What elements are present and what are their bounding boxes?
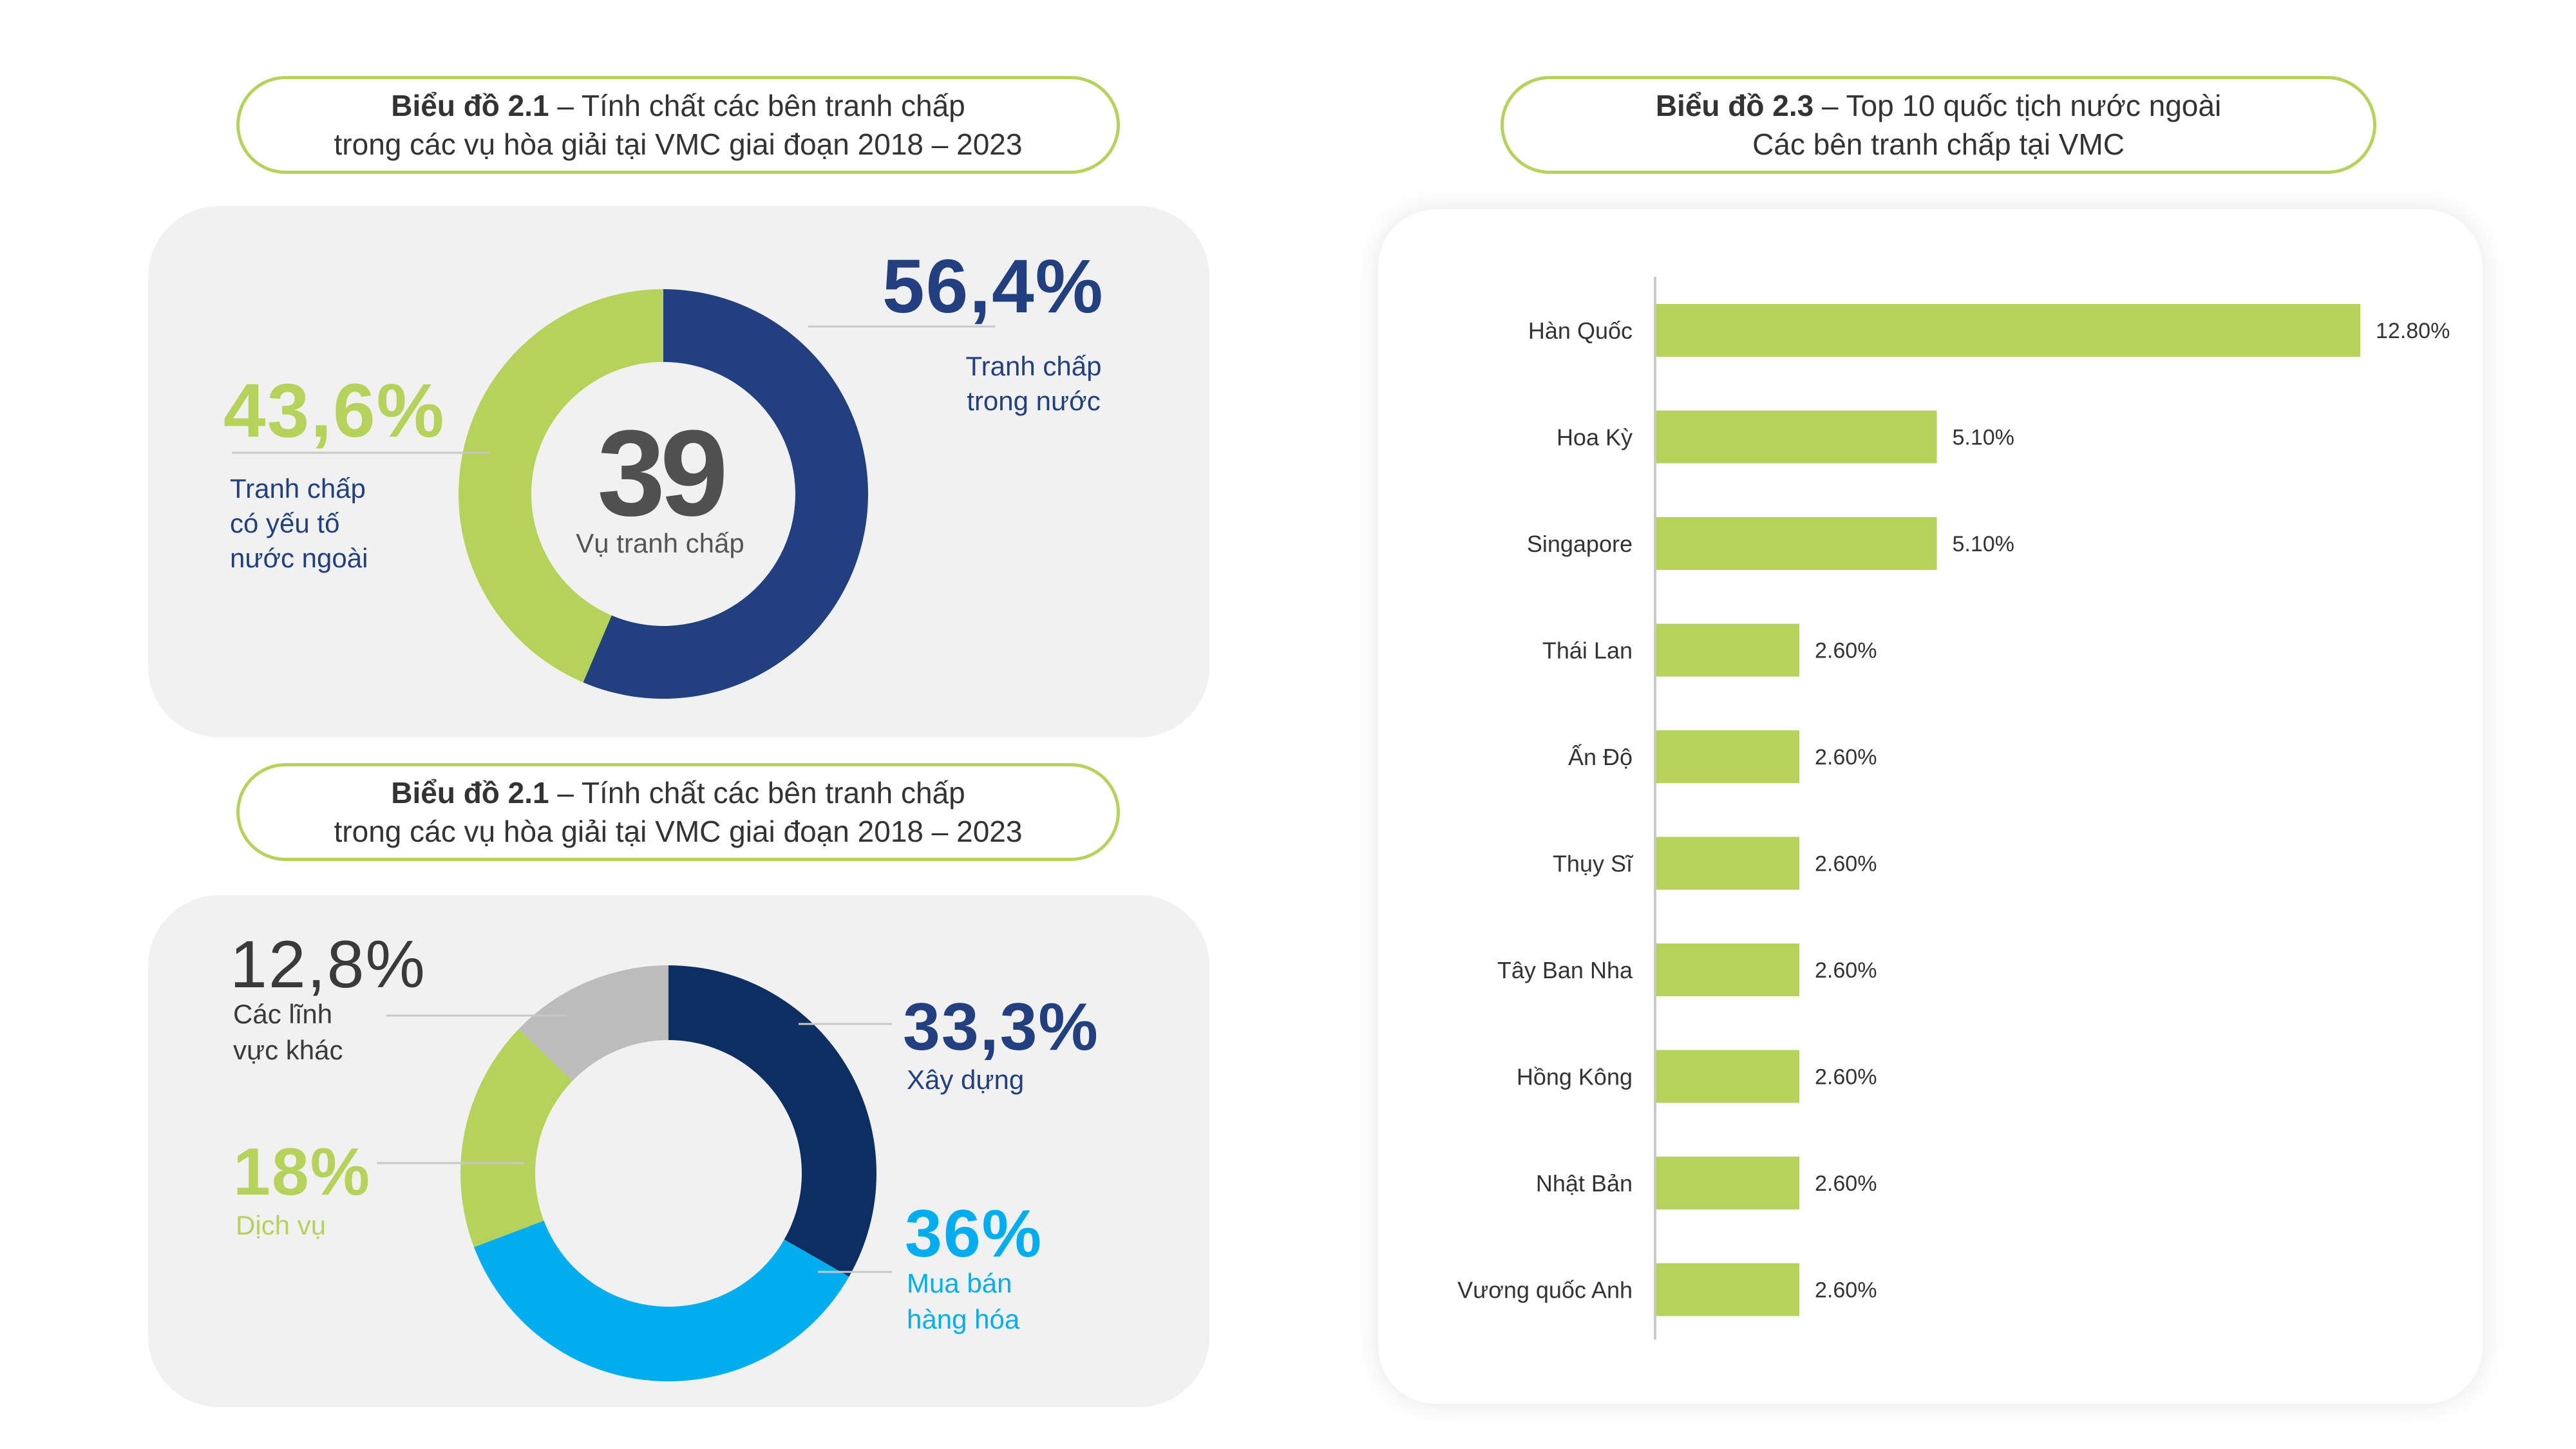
chart3-value-label-thai-lan: 2.60% — [1815, 639, 1877, 663]
chart2-donut — [377, 965, 892, 1381]
chart1-foreign-label-3: nước ngoài — [230, 543, 368, 573]
chart3-bar-han-quoc — [1656, 304, 2360, 357]
chart3-bar-an-do — [1656, 730, 1800, 783]
chart3-category-label-nhat-ban: Nhật Bản — [1536, 1170, 1633, 1197]
chart2-construction-pct: 33,3% — [903, 990, 1099, 1065]
chart2-other-pct: 12,8% — [230, 927, 426, 1002]
chart1-title-bold: Biểu đồ 2.1 — [391, 89, 549, 122]
chart3-title-bold: Biểu đồ 2.3 — [1655, 89, 1814, 122]
chart1-center-value: 39 — [597, 405, 728, 542]
chart3-category-label-vuong-quoc-anh: Vương quốc Anh — [1457, 1277, 1633, 1303]
chart2-other-label-1: Các lĩnh — [233, 999, 333, 1029]
chart2-trade-label-2: hàng hóa — [907, 1304, 1020, 1334]
chart3-bar-singapore — [1656, 517, 1937, 570]
chart3-category-label-thai-lan: Thái Lan — [1542, 638, 1633, 664]
chart1-foreign-label-1: Tranh chấp — [230, 473, 366, 504]
chart2-service-label: Dịch vụ — [236, 1210, 327, 1240]
chart3-value-label-hoa-ky: 5.10% — [1952, 426, 2014, 450]
chart2-slice-dich-vu — [460, 1028, 573, 1247]
chart3-title-line2: Các bên tranh chấp tại VMC — [1752, 128, 2125, 161]
chart3-bar-chart: Hàn Quốc 12.80% Hoa Kỳ 5.10% Singapore 5.10% T… — [1457, 277, 2450, 1340]
chart3-value-label-hong-kong: 2.60% — [1815, 1065, 1877, 1090]
chart1-domestic-label-2: trong nước — [967, 386, 1101, 416]
chart3-bar-thuy-si — [1656, 837, 1800, 890]
chart2-construction-label: Xây dựng — [907, 1065, 1025, 1095]
chart1-foreign-label-2: có yếu tố — [230, 508, 340, 538]
chart3-panel — [1378, 209, 2483, 1404]
chart3-value-label-vuong-quoc-anh: 2.60% — [1815, 1278, 1877, 1303]
chart3-title-rest: – Top 10 quốc tịch nước ngoài — [1814, 89, 2222, 122]
chart1-slice-tranh-chap-co-yeu-to-nuoc-ngoai — [459, 289, 663, 683]
chart1-domestic-pct: 56,4% — [882, 244, 1104, 329]
chart2-trade-label-1: Mua bán — [907, 1268, 1012, 1298]
chart1-center-label: Vụ tranh chấp — [576, 528, 744, 558]
chart2-title-rest: – Tính chất các bên tranh chấp — [549, 776, 965, 810]
chart3-category-label-hoa-ky: Hoa Kỳ — [1557, 424, 1633, 451]
chart1-donut — [232, 289, 995, 699]
chart2-trade-pct: 36% — [905, 1197, 1043, 1271]
chart1-title-rest: – Tính chất các bên tranh chấp — [549, 89, 965, 122]
chart2-slice-mua-ban-hang-hoa — [473, 1220, 849, 1381]
chart3-title: Biểu đồ 2.3 – Top 10 quốc tịch nước ngoà… — [1501, 76, 2376, 174]
chart3-value-label-tay-ban-nha: 2.60% — [1815, 958, 1877, 983]
chart1-domestic-label-1: Tranh chấp — [965, 351, 1102, 381]
chart3-category-label-tay-ban-nha: Tây Ban Nha — [1497, 957, 1633, 983]
chart3-bar-nhat-ban — [1656, 1157, 1800, 1209]
chart3-category-label-hong-kong: Hồng Kông — [1517, 1064, 1633, 1090]
chart3-bar-hoa-ky — [1656, 410, 1937, 464]
chart2-slice-cac-linh-vuc-khac — [518, 965, 668, 1081]
chart2-other-label-2: vực khác — [233, 1035, 343, 1065]
chart1-slice-tranh-chap-trong-nuoc — [583, 289, 869, 699]
chart1-foreign-pct: 43,6% — [223, 368, 446, 453]
chart3-value-label-han-quoc: 12.80% — [2376, 319, 2450, 343]
chart3-category-label-thuy-si: Thụy Sĩ — [1553, 851, 1634, 877]
chart3-value-label-nhat-ban: 2.60% — [1815, 1171, 1877, 1196]
chart3-value-label-an-do: 2.60% — [1815, 745, 1877, 770]
chart3-value-label-singapore: 5.10% — [1952, 532, 2014, 556]
chart3-bar-vuong-quoc-anh — [1656, 1263, 1800, 1316]
chart1-title-line2: trong các vụ hòa giải tại VMC giai đoạn … — [334, 128, 1023, 161]
chart1-title: Biểu đồ 2.1 – Tính chất các bên tranh ch… — [236, 76, 1120, 174]
chart3-category-label-singapore: Singapore — [1527, 531, 1633, 557]
chart3-bar-thai-lan — [1656, 623, 1800, 677]
chart2-slice-xay-dung — [668, 965, 876, 1277]
chart3-category-label-an-do: Ấn Độ — [1568, 744, 1633, 770]
chart2-service-pct: 18% — [233, 1135, 372, 1209]
chart3-category-label-han-quoc: Hàn Quốc — [1528, 317, 1633, 344]
chart3-bar-hong-kong — [1656, 1050, 1800, 1103]
chart3-bar-tay-ban-nha — [1656, 943, 1800, 996]
chart3-value-label-thuy-si: 2.60% — [1815, 852, 1877, 876]
chart2-title-line2: trong các vụ hòa giải tại VMC giai đoạn … — [334, 815, 1023, 848]
chart2-title: Biểu đồ 2.1 – Tính chất các bên tranh ch… — [236, 763, 1120, 861]
chart2-title-bold: Biểu đồ 2.1 — [391, 776, 549, 810]
